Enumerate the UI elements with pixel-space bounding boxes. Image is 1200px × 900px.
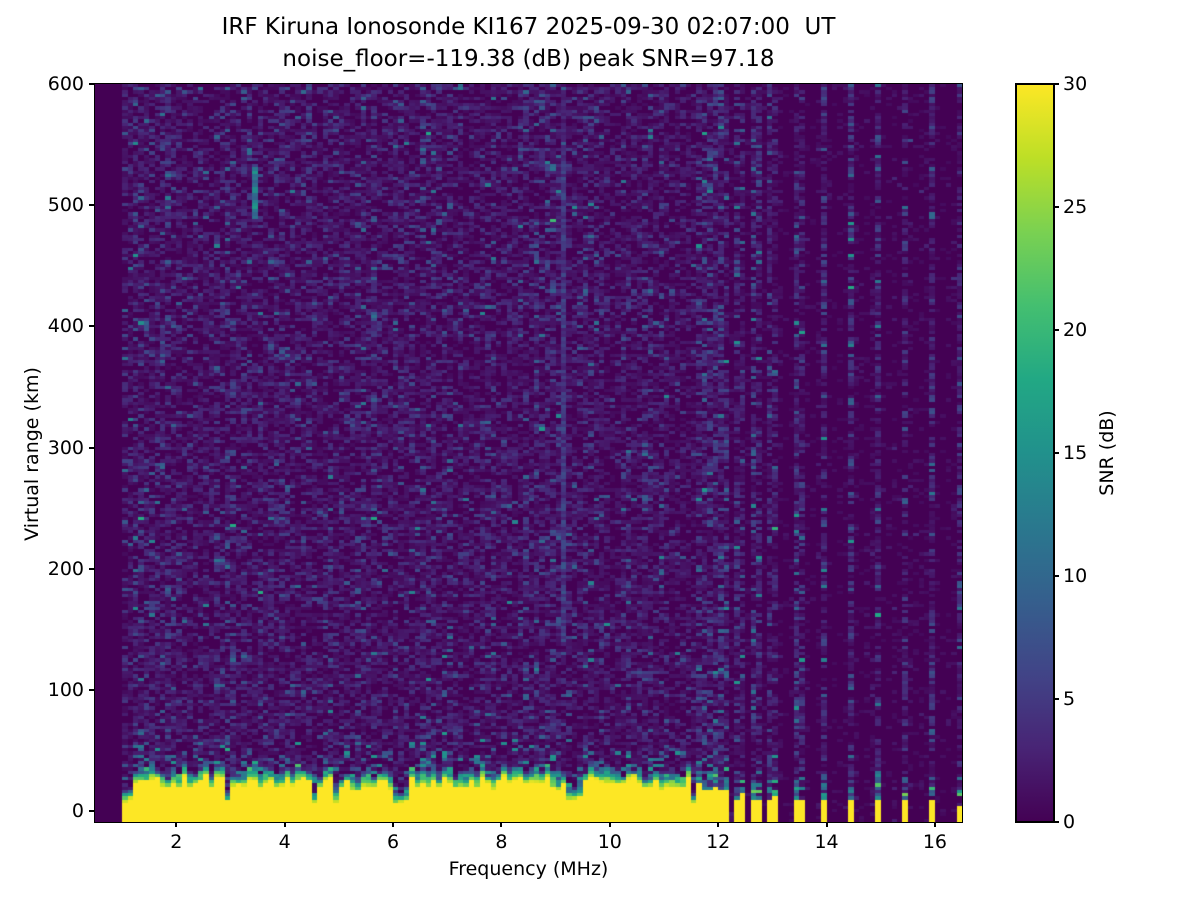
colorbar-tick-mark (1054, 575, 1059, 577)
x-tick-mark (717, 822, 720, 827)
y-tick-mark (89, 567, 95, 570)
colorbar-tick-label: 5 (1063, 688, 1076, 710)
x-tick-label: 14 (814, 831, 839, 853)
colorbar-tick-mark (1054, 821, 1059, 823)
x-tick-label: 12 (706, 831, 731, 853)
x-tick-label: 10 (597, 831, 622, 853)
y-tick-label: 300 (47, 436, 84, 459)
y-tick-mark (89, 83, 95, 85)
y-tick-label: 0 (71, 800, 84, 823)
x-tick-mark (825, 822, 828, 827)
colorbar-tick-mark (1054, 206, 1059, 208)
x-tick-mark (608, 822, 611, 827)
y-tick-mark (89, 810, 95, 813)
x-tick-label: 6 (386, 831, 400, 853)
figure-title: IRF Kiruna Ionosonde KI167 2025-09-30 02… (221, 14, 836, 40)
y-tick-mark (89, 446, 95, 449)
colorbar-tick-mark (1054, 452, 1059, 454)
y-tick-label: 600 (47, 73, 84, 95)
x-tick-mark (283, 822, 286, 827)
x-axis-label: Frequency (MHz) (448, 858, 609, 880)
x-tick-label: 16 (922, 831, 947, 853)
y-tick-label: 200 (47, 557, 84, 580)
x-tick-label: 8 (495, 831, 508, 853)
colorbar-tick-mark (1054, 83, 1059, 85)
x-tick-label: 4 (278, 831, 291, 853)
y-tick-mark (89, 204, 95, 207)
x-tick-mark (933, 822, 936, 827)
x-tick-mark (175, 822, 178, 827)
y-tick-label: 500 (47, 194, 84, 217)
x-tick-mark (392, 822, 395, 827)
colorbar-tick-mark (1054, 698, 1059, 700)
figure-subtitle: noise_floor=-119.38 (dB) peak SNR=97.18 (282, 46, 775, 72)
y-tick-label: 100 (47, 678, 84, 701)
ionogram-heatmap-canvas (95, 84, 962, 822)
colorbar-tick-mark (1054, 329, 1059, 331)
x-tick-label: 2 (170, 831, 183, 853)
heatmap-plot-area (94, 83, 963, 823)
colorbar-tick-label: 20 (1063, 319, 1088, 341)
y-tick-mark (89, 325, 95, 328)
colorbar-tick-label: 10 (1063, 565, 1088, 587)
colorbar-tick-label: 0 (1063, 811, 1076, 833)
x-tick-mark (500, 822, 503, 827)
colorbar-tick-label: 25 (1063, 196, 1088, 218)
y-tick-mark (89, 688, 95, 691)
colorbar-tick-label: 30 (1063, 73, 1088, 95)
colorbar (1015, 83, 1055, 823)
colorbar-tick-label: 15 (1063, 442, 1088, 464)
y-tick-label: 400 (47, 315, 84, 338)
